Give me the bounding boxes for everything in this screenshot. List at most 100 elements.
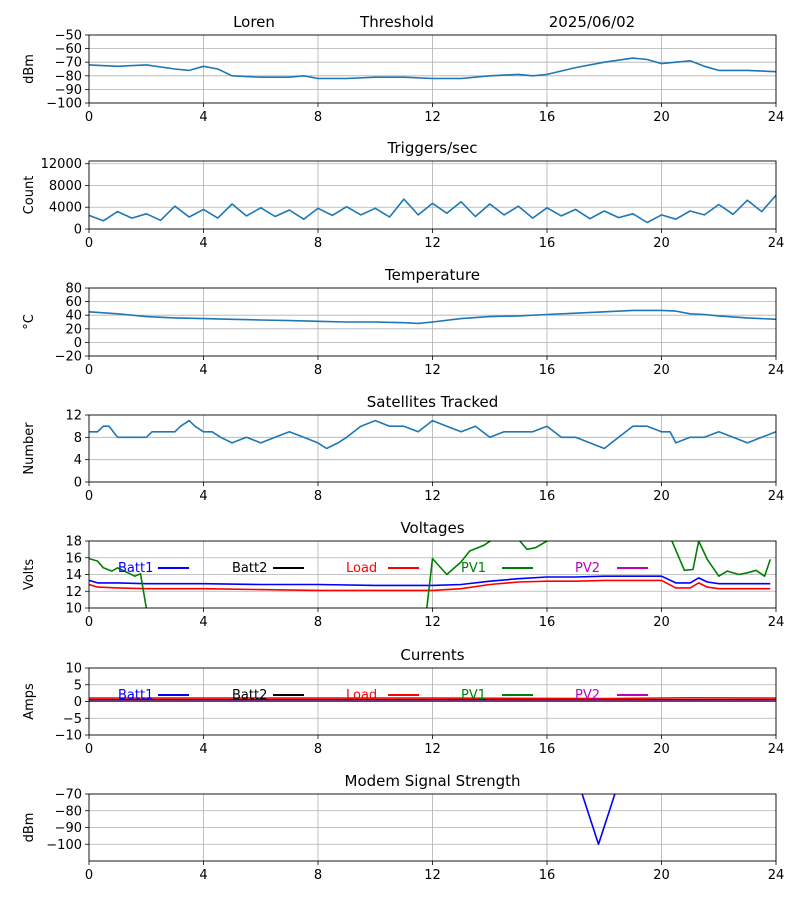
triggers-ytick-label: 12000	[41, 157, 82, 172]
voltages-series-batt1	[89, 575, 771, 587]
voltages-xtick-label: 12	[424, 615, 441, 630]
currents-legend-label-load: Load	[346, 688, 377, 703]
modem-series-group	[581, 794, 616, 846]
voltages-legend-label-batt1: Batt1	[118, 561, 153, 576]
triggers-xtick-label: 24	[768, 236, 785, 251]
temperature-ytick-label: −20	[55, 350, 82, 365]
modem-xtick-label: 8	[314, 868, 322, 883]
temperature-ylabel: °C	[22, 314, 37, 330]
triggers-xtick-label: 0	[85, 236, 93, 251]
voltages-ytick-label: 14	[65, 568, 82, 583]
currents-legend-label-pv2: PV2	[575, 688, 600, 703]
modem-ylabel: dBm	[22, 813, 37, 843]
satellites-title: Satellites Tracked	[367, 393, 498, 411]
currents-legend-label-batt2: Batt2	[232, 688, 267, 703]
triggers-xtick-label: 16	[539, 236, 556, 251]
signal-xtick-label: 8	[314, 110, 322, 125]
currents-xtick-label: 16	[539, 742, 556, 757]
temperature-ytick-label: 60	[65, 295, 82, 310]
modem-xtick-label: 4	[199, 868, 207, 883]
triggers-xtick-label: 4	[199, 236, 207, 251]
temperature-title: Temperature	[384, 266, 480, 284]
triggers-ytick-label: 0	[74, 223, 82, 238]
triggers-xtick-label: 20	[653, 236, 670, 251]
header-mode: Threshold	[359, 13, 434, 31]
triggers-panel: 0 4 8 12 16 20 24 0 4000 8000 12000 Count Triggers/s…	[22, 139, 784, 251]
satellites-xtick-label: 16	[539, 489, 556, 504]
currents-legend-label-pv1: PV1	[461, 688, 486, 703]
modem-ytick-label: −90	[55, 821, 82, 836]
currents-ytick-label: 5	[74, 678, 82, 693]
satellites-ytick-label: 0	[74, 476, 82, 491]
currents-xtick-label: 4	[199, 742, 207, 757]
satellites-ylabel: Number	[22, 422, 37, 475]
voltages-xtick-label: 0	[85, 615, 93, 630]
voltages-legend-label-load: Load	[346, 561, 377, 576]
voltages-title: Voltages	[400, 519, 464, 537]
temperature-xtick-label: 24	[768, 363, 785, 378]
voltages-ytick-label: 10	[65, 602, 82, 617]
currents-title: Currents	[400, 646, 464, 664]
signal-panel: 0 4 8 12 16 20 24 −100−90−80−70−60−50 dBm	[22, 29, 784, 126]
triggers-series-line	[89, 194, 776, 224]
satellites-ytick-label: 12	[65, 409, 82, 424]
signal-ytick-label: −90	[55, 83, 82, 98]
voltages-legend-label-pv1: PV1	[461, 561, 486, 576]
voltages-xtick-label: 8	[314, 615, 322, 630]
satellites-xtick-label: 0	[85, 489, 93, 504]
voltages-series-load	[89, 579, 771, 592]
satellites-panel: 0 4 8 12 16 20 24 0 4 8 12 Number Satellites Tracked	[22, 393, 784, 504]
voltages-legend-label-batt2: Batt2	[232, 561, 267, 576]
temperature-series-line	[89, 309, 776, 325]
voltages-series-group	[89, 541, 772, 608]
modem-xtick-label: 24	[768, 868, 785, 883]
header-date: 2025/06/02	[549, 13, 635, 31]
signal-xtick-label: 20	[653, 110, 670, 125]
voltages-ytick-label: 16	[65, 551, 82, 566]
voltages-xtick-label: 4	[199, 615, 207, 630]
signal-ytick-label: −80	[55, 69, 82, 84]
temperature-xtick-label: 20	[653, 363, 670, 378]
voltages-legend-label-pv2: PV2	[575, 561, 600, 576]
temperature-xtick-label: 0	[85, 363, 93, 378]
signal-xtick-label: 16	[539, 110, 556, 125]
signal-ytick-label: −60	[55, 42, 82, 57]
temperature-ytick-label: 40	[65, 309, 82, 324]
signal-xtick-label: 4	[199, 110, 207, 125]
satellites-xtick-label: 20	[653, 489, 670, 504]
voltages-xtick-label: 24	[768, 615, 785, 630]
triggers-xtick-label: 8	[314, 236, 322, 251]
satellites-xtick-label: 12	[424, 489, 441, 504]
currents-xtick-label: 12	[424, 742, 441, 757]
satellites-ytick-label: 4	[74, 453, 82, 468]
temperature-xtick-label: 16	[539, 363, 556, 378]
satellites-series-line	[89, 419, 776, 450]
satellites-xtick-label: 8	[314, 489, 322, 504]
currents-ytick-label: −5	[63, 712, 82, 727]
satellites-series-group	[89, 419, 776, 450]
voltages-xtick-label: 16	[539, 615, 556, 630]
currents-xtick-label: 8	[314, 742, 322, 757]
header-station: Loren	[233, 13, 275, 31]
voltages-xtick-label: 20	[653, 615, 670, 630]
modem-ytick-label: −70	[55, 788, 82, 803]
temperature-xtick-label: 4	[199, 363, 207, 378]
signal-xtick-label: 12	[424, 110, 441, 125]
currents-xtick-label: 20	[653, 742, 670, 757]
signal-xtick-label: 0	[85, 110, 93, 125]
triggers-ytick-label: 8000	[49, 179, 82, 194]
temperature-ytick-label: 80	[65, 282, 82, 297]
temperature-ytick-label: 20	[65, 322, 82, 337]
voltages-ytick-label: 18	[65, 535, 82, 550]
currents-ytick-label: 10	[65, 662, 82, 677]
temperature-xtick-label: 8	[314, 363, 322, 378]
modem-title: Modem Signal Strength	[345, 772, 521, 790]
modem-ytick-label: −80	[55, 804, 82, 819]
signal-ylabel: dBm	[22, 54, 37, 84]
signal-series-group	[89, 57, 776, 80]
temperature-series-group	[89, 309, 776, 325]
triggers-title: Triggers/sec	[387, 139, 478, 157]
